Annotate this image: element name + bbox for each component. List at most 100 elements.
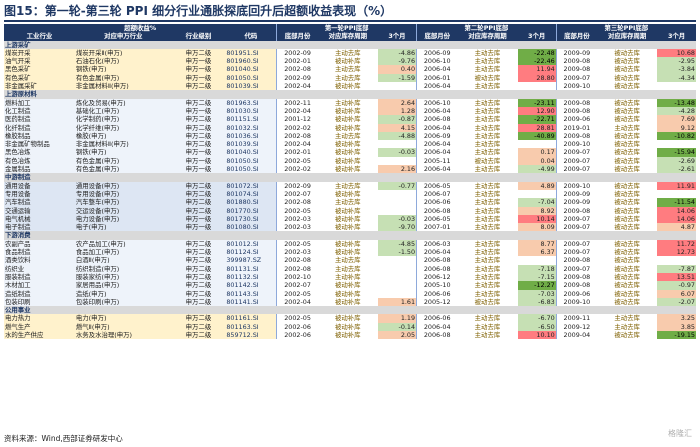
col-bottom-month-1: 底部月份 <box>276 32 318 41</box>
return-cell-2: 8.92 <box>517 206 557 215</box>
watermark-logo: 格隆汇 <box>668 429 692 438</box>
return-cell-1: -0.77 <box>377 181 417 190</box>
stage-cell-3: 被动去库 <box>614 248 640 257</box>
code-cell: 801050.SI <box>225 156 277 166</box>
bottom-month-cell-1: 2002-04 <box>276 140 318 149</box>
stage-cell-1: 被动补库 <box>335 297 361 306</box>
level-cell: 申万二级 <box>171 82 226 91</box>
return-cell-2: 6.37 <box>517 248 557 257</box>
return-cell-2: -7.03 <box>517 289 557 298</box>
return-cell-3: -2.07 <box>657 297 696 307</box>
stage-cell-3: 被动去库 <box>614 289 640 298</box>
stage-cell-3: 被动去库 <box>614 181 640 190</box>
industry-cell: 电气机械 <box>4 214 75 224</box>
stage-cell-2: 被动去库 <box>474 156 501 165</box>
return-cell-3: -10.82 <box>657 131 696 141</box>
col-bottom-month-3: 底部月份 <box>555 32 598 41</box>
industry-cell: 电力热力 <box>4 314 75 323</box>
level-cell: 申万二级 <box>171 272 226 282</box>
bottom-month-cell-1: 2002-04 <box>276 297 318 307</box>
section-row: 中游制造 <box>4 173 696 182</box>
return-cell-1: 2.16 <box>377 165 417 174</box>
code-cell: 801036.SI <box>225 131 277 141</box>
stage-cell-3: 被动去库 <box>614 165 640 174</box>
return-cell-3: 9.12 <box>657 123 696 132</box>
sw-industry-cell: 汽车整车(申万) <box>74 198 172 207</box>
col-stage-2: 对应库存周期 <box>457 32 518 41</box>
return-cell-1 <box>378 157 417 165</box>
industry-cell: 金属制品 <box>4 165 75 174</box>
sw-industry-cell: 非金属材料Ⅱ(申万) <box>74 140 172 149</box>
code-cell: 801050.SI <box>225 73 277 83</box>
table-row: 化纤制造 化学纤维(申万) 申万二级 801032.SI 2002-02 被动补库 4.15… <box>4 123 696 132</box>
table-row: 黑色采矿 钢铁(申万) 申万一级 801040.SI 2002-08 主动去库 0.40 20… <box>4 65 696 74</box>
stage-cell-3: 被动去库 <box>614 281 640 290</box>
stage-cell-1: 被动补库 <box>335 289 361 298</box>
section-label: 中游制造 <box>4 173 696 182</box>
bottom-month-cell-3: 2009-06 <box>555 289 598 298</box>
bottom-month-cell-3: 2009-11 <box>555 314 598 323</box>
section-label: 公用事业 <box>4 306 696 315</box>
return-cell-1: 0.40 <box>377 65 417 74</box>
table-row: 造纸制造 造纸(申万) 申万二级 801143.SI 2002-05 被动补库 2006-0… <box>4 289 696 298</box>
table-row: 燃料加工 炼化及贸易(申万) 申万二级 801963.SI 2002-11 主动补库 2.6… <box>4 98 696 107</box>
col-sw-industry: 对应申万行业 <box>74 32 172 41</box>
stage-cell-3: 被动去库 <box>614 48 640 57</box>
return-cell-1 <box>378 273 417 281</box>
stage-cell-3: 主动去库 <box>614 314 640 323</box>
sw-industry-cell: 白酒Ⅱ(申万) <box>74 256 172 265</box>
industry-cell: 汽车制造 <box>4 198 75 207</box>
return-cell-1: -4.86 <box>377 48 417 58</box>
return-cell-2: 8.77 <box>517 239 557 249</box>
return-cell-3 <box>657 256 696 264</box>
level-cell: 申万二级 <box>171 289 226 298</box>
level-cell: 申万二级 <box>171 123 226 132</box>
return-cell-1: -9.76 <box>377 57 417 66</box>
level-cell: 申万二级 <box>171 198 226 207</box>
code-cell: 801142.SI <box>225 281 277 290</box>
bottom-month-cell-3: 2009-07 <box>555 73 598 83</box>
level-cell: 申万二级 <box>171 140 226 149</box>
level-cell: 申万一级 <box>171 214 226 224</box>
return-cell-3: -2.95 <box>657 57 696 66</box>
stage-cell-2: 被动去库 <box>474 73 501 82</box>
return-cell-3: -2.69 <box>657 156 696 166</box>
level-cell: 申万二级 <box>171 297 226 307</box>
level-cell: 申万二级 <box>171 98 226 107</box>
bottom-month-cell-1: 2002-08 <box>276 65 318 74</box>
level-cell: 申万二级 <box>171 48 226 58</box>
return-cell-1: 2.05 <box>377 330 417 340</box>
code-cell: 801030.SI <box>225 106 277 116</box>
section-label: 上游原材料 <box>4 90 696 99</box>
industry-cell: 农副产品 <box>4 239 75 249</box>
return-cell-3: -4.34 <box>657 73 696 83</box>
level-cell: 申万一级 <box>171 156 226 166</box>
return-cell-3: 7.69 <box>657 115 696 124</box>
industry-cell: 黑色采矿 <box>4 65 75 74</box>
level-cell: 申万二级 <box>171 314 226 323</box>
return-cell-3 <box>657 82 696 90</box>
stage-cell-2: 主动去库 <box>474 148 501 157</box>
stage-cell-1: 主动去库 <box>335 131 361 140</box>
stage-cell-1: 主动去库 <box>335 48 361 57</box>
bottom-month-cell-2: 2006-05 <box>416 214 458 224</box>
sw-industry-cell: 服装家纺(申万) <box>74 272 172 282</box>
return-cell-2 <box>518 256 557 264</box>
header-group-left: 超额收益% <box>4 24 277 33</box>
code-cell: 801039.SI <box>225 140 277 149</box>
sw-industry-cell: 基础化工(申万) <box>74 106 172 116</box>
table-body: 上游采矿 煤炭开采 煤炭开采Ⅱ(申万) 申万二级 801951.SI 2002-09 主动去… <box>4 40 696 340</box>
stage-cell-1: 被动补库 <box>335 206 361 215</box>
return-cell-3: -13.48 <box>657 98 696 107</box>
industry-cell: 造纸制造 <box>4 289 75 298</box>
table-row: 交通运输 交运设备(申万) 申万二级 801770.SI 2002-05 被动补库 2006… <box>4 206 696 215</box>
bottom-month-cell-3: 2009-06 <box>555 115 598 124</box>
return-cell-3: 13.51 <box>657 272 696 282</box>
stage-cell-2: 主动去库 <box>474 98 501 107</box>
return-cell-3 <box>657 140 696 148</box>
return-cell-2 <box>518 190 557 198</box>
bottom-month-cell-2: 2006-12 <box>416 272 458 282</box>
table-row: 通用设备 通用设备(申万) 申万二级 801072.SI 2002-09 主动去库 -0.7… <box>4 181 696 190</box>
sw-industry-cell: 非金属材料Ⅱ(申万) <box>74 82 172 91</box>
stage-cell-2: 主动去库 <box>474 181 501 190</box>
